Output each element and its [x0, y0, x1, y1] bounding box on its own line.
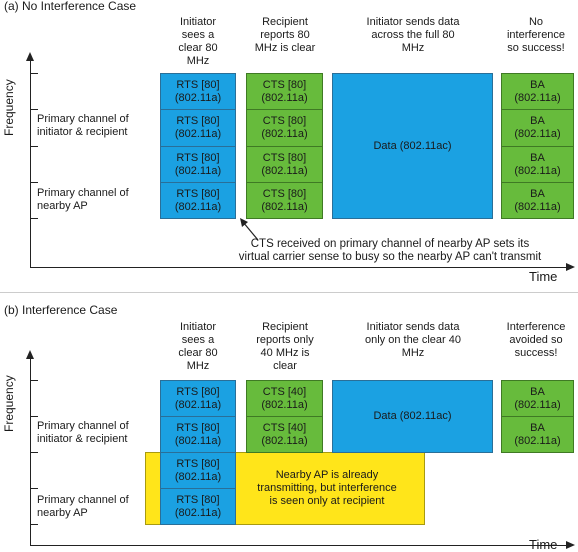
rts-frame: RTS [80] (802.11a): [160, 416, 236, 453]
header-result: No interference so success!: [506, 16, 566, 54]
ba-frame: BA (802.11a): [501, 109, 574, 147]
y-tick: [30, 524, 38, 525]
y-tick: [30, 109, 38, 110]
ba-frame: BA (802.11a): [501, 416, 574, 453]
header-result: Interference avoided so success!: [506, 321, 566, 359]
panel-b-x-axis-label: Time: [529, 537, 558, 552]
rts-frame: RTS [80] (802.11a): [160, 380, 236, 417]
panel-b-x-axis: [30, 545, 566, 546]
cts-frame: CTS [40] (802.11a): [246, 416, 323, 453]
header-recipient: Recipient reports 80 MHz is clear: [254, 16, 316, 54]
rts-frame: RTS [80] (802.11a): [160, 146, 236, 183]
rts-frame: RTS [80] (802.11a): [160, 488, 236, 525]
panel-a-x-axis: [30, 267, 566, 268]
cts-frame: CTS [40] (802.11a): [246, 380, 323, 417]
y-tick: [30, 146, 38, 147]
panel-a-x-axis-label: Time: [529, 269, 558, 284]
y-tick: [30, 416, 38, 417]
header-initiator: Initiator sees a clear 80 MHz: [178, 321, 218, 372]
y-tick: [30, 488, 38, 489]
panel-divider: [0, 292, 578, 293]
cts-frame: CTS [80] (802.11a): [246, 109, 323, 147]
y-tick: [30, 218, 38, 219]
rts-frame: RTS [80] (802.11a): [160, 73, 236, 110]
data-frame: Data (802.11ac): [332, 380, 493, 453]
rts-frame: RTS [80] (802.11a): [160, 182, 236, 219]
rts-frame: RTS [80] (802.11a): [160, 452, 236, 489]
ba-frame: BA (802.11a): [501, 380, 574, 417]
label-primary-channel: Primary channel of initiator & recipient: [37, 420, 129, 445]
panel-a-y-axis: [30, 60, 31, 268]
label-nearby-ap-channel: Primary channel of nearby AP: [37, 494, 129, 519]
y-tick: [30, 182, 38, 183]
label-nearby-ap-channel: Primary channel of nearby AP: [37, 187, 129, 212]
label-primary-channel: Primary channel of initiator & recipient: [37, 113, 129, 138]
y-tick: [30, 380, 38, 381]
cts-effect-note: CTS received on primary channel of nearb…: [238, 238, 542, 263]
ba-frame: BA (802.11a): [501, 73, 574, 110]
panel-a-caption: (a) No Interference Case: [4, 0, 137, 13]
header-data: Initiator sends data across the full 80 M…: [366, 16, 460, 54]
y-tick: [30, 73, 38, 74]
panel-b-y-axis-label: Frequency: [2, 375, 16, 432]
ba-frame: BA (802.11a): [501, 146, 574, 183]
data-frame: Data (802.11ac): [332, 73, 493, 219]
header-recipient: Recipient reports only 40 MHz is clear: [256, 321, 314, 372]
header-initiator: Initiator sees a clear 80 MHz: [178, 16, 218, 67]
y-tick: [30, 452, 38, 453]
header-data: Initiator sends data only on the clear 40…: [364, 321, 461, 359]
ba-frame: BA (802.11a): [501, 182, 574, 219]
panel-b-caption: (b) Interference Case: [4, 303, 118, 317]
cts-frame: CTS [80] (802.11a): [246, 182, 323, 219]
cts-frame: CTS [80] (802.11a): [246, 146, 323, 183]
